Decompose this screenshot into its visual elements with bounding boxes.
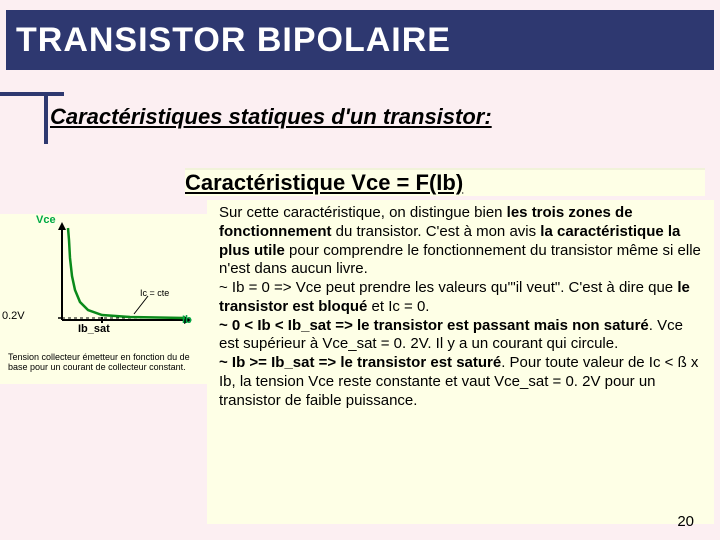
graph-panel: Vce 0.2V Ib Ib_sat Ic = cte Tension coll… [0, 214, 208, 384]
tick-label-0-2v: 0.2V [2, 310, 25, 322]
chart-caption: Tension collecteur émetteur en fonction … [8, 352, 198, 373]
page-title: TRANSISTOR BIPOLAIRE [16, 21, 451, 60]
body-panel: Sur cette caractéristique, on distingue … [207, 200, 714, 524]
body-text: Sur cette caractéristique, on distingue … [219, 204, 704, 410]
axis-label-vce: Vce [36, 214, 56, 226]
chart-annotation-ic: Ic = cte [140, 288, 169, 298]
body-p1-c: du transistor. C'est à mon avis [332, 223, 541, 240]
ib-sat-label: Ib_sat [78, 323, 110, 335]
vce-ib-chart [30, 218, 200, 348]
body-p1-a: Sur cette caractéristique, on distingue … [219, 204, 507, 221]
subtitle: Caractéristiques statiques d'un transist… [50, 104, 492, 130]
body-p2-d: et Ic = 0. [367, 298, 429, 315]
decoration-line-vertical [44, 92, 48, 144]
body-p1-e: pour comprendre le fonctionnement du tra… [219, 242, 701, 278]
page-number: 20 [677, 513, 694, 530]
section-title: Caractéristique Vce = F(Ib) [185, 168, 705, 196]
page-title-bar: TRANSISTOR BIPOLAIRE [6, 10, 714, 70]
body-p4-a: ~ Ib >= Ib_sat => le transistor est satu… [219, 354, 501, 371]
axis-label-ib: Ib [182, 314, 192, 326]
body-p2-b: Vce peut prendre les valeurs qu'"il veut… [296, 279, 678, 296]
body-p2-a: ~ Ib = 0 => [219, 279, 296, 296]
decoration-line-horizontal [0, 92, 64, 96]
body-p3-a: ~ 0 < Ib < Ib_sat => le transistor est p… [219, 317, 649, 334]
